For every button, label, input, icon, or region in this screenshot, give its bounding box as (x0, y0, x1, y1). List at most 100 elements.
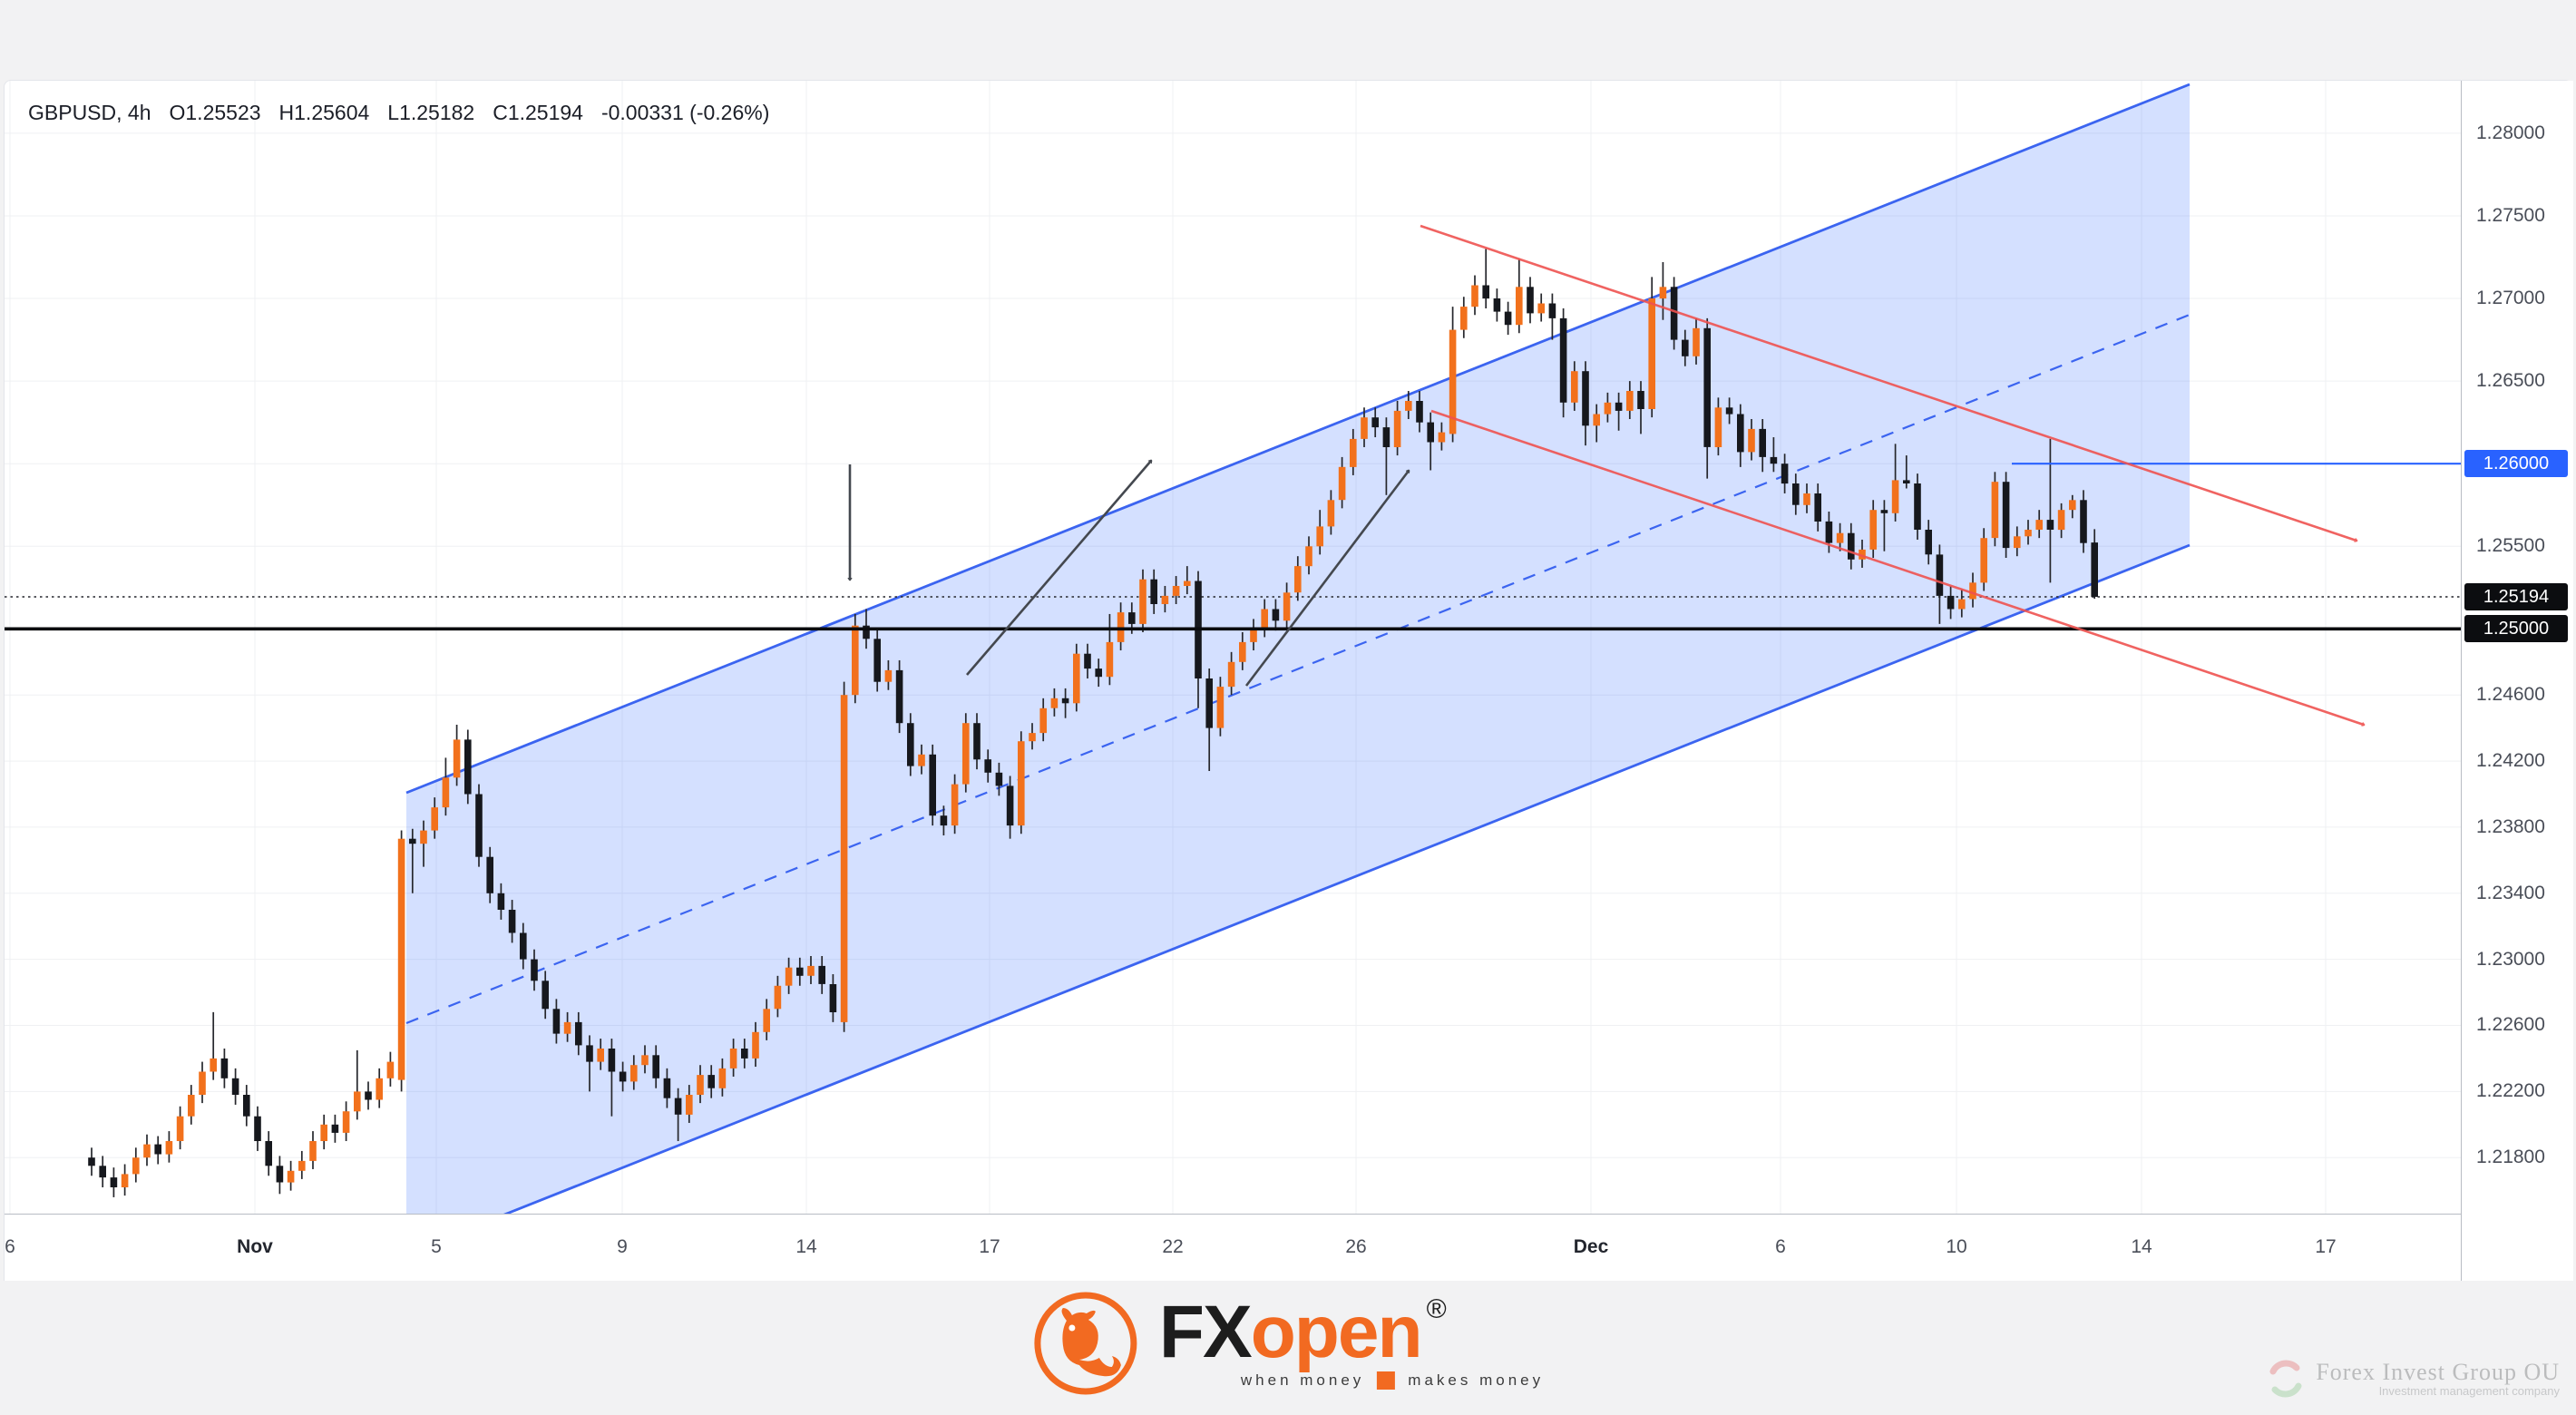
symbol-legend[interactable]: GBPUSD, 4h O1.25523 H1.25604 L1.25182 C1… (28, 101, 769, 125)
price-badge-1.26000: 1.26000 (2464, 450, 2568, 478)
candle (796, 967, 804, 976)
candle (1748, 428, 1755, 453)
candle (1482, 285, 1489, 299)
candle (1239, 641, 1246, 662)
candle (1438, 432, 1446, 443)
fxopen-logo: FXopen ® when money makes money (1032, 1290, 1544, 1397)
candle (1770, 456, 1778, 464)
chart-card: GBPUSD, 4h O1.25523 H1.25604 L1.25182 C1… (4, 80, 2573, 1282)
candle (1184, 581, 1191, 586)
candle (1648, 298, 1655, 409)
candle (718, 1068, 727, 1088)
ohlc-open: O1.25523 (169, 101, 261, 124)
candle (165, 1141, 173, 1155)
symbol-title[interactable]: GBPUSD, 4h (28, 101, 151, 124)
candle (1548, 303, 1556, 318)
candle (940, 815, 948, 826)
candle (475, 794, 483, 857)
forex-invest-watermark: Forex Invest Group OU Investment managem… (2267, 1359, 2560, 1398)
candle (884, 669, 893, 682)
time-axis-label: 14 (795, 1236, 817, 1257)
candle (121, 1174, 129, 1187)
candle (1106, 641, 1114, 678)
ascending-channel-drawing[interactable] (405, 83, 2191, 1214)
candle (1714, 407, 1722, 447)
price-axis-label: 1.25500 (2476, 535, 2545, 557)
candle (1903, 480, 1910, 483)
candle (220, 1058, 229, 1078)
candle (2069, 500, 2076, 511)
candle (951, 784, 959, 826)
candle (542, 981, 549, 1010)
trend-annotation-arrows[interactable] (850, 461, 1409, 687)
candle (2025, 530, 2032, 537)
chart-plot-area[interactable] (5, 81, 2461, 1214)
time-axis-label: 10 (1946, 1236, 1967, 1257)
candle (1880, 510, 1888, 513)
candle (442, 777, 450, 808)
candle (1371, 417, 1379, 428)
candle (895, 669, 903, 724)
price-axis-label: 1.28000 (2476, 122, 2545, 143)
candle (652, 1055, 659, 1078)
registered-mark: ® (1426, 1294, 1447, 1325)
candle (641, 1055, 649, 1066)
candle (1261, 609, 1268, 629)
candle (1626, 391, 1634, 411)
candle (1947, 595, 1955, 610)
candle (2057, 510, 2065, 531)
price-axis-label: 1.21800 (2476, 1147, 2545, 1168)
candle (1693, 327, 1700, 356)
candle (342, 1111, 350, 1133)
candle (2014, 536, 2021, 549)
candle (575, 1021, 582, 1046)
candle (2035, 520, 2043, 530)
candle (1637, 391, 1644, 409)
candle (1825, 521, 1833, 543)
candle (143, 1144, 151, 1158)
candle (1659, 287, 1667, 299)
price-axis-label: 1.23800 (2476, 815, 2545, 837)
candle (1725, 407, 1733, 415)
candle (563, 1021, 571, 1034)
time-axis-label: 22 (1162, 1236, 1184, 1257)
candle (1493, 298, 1501, 312)
candle (1925, 530, 1932, 555)
candle (210, 1058, 217, 1072)
time-axis[interactable]: 6 Nov 5 9 14 17 22 26 Dec 6 10 14 17 (5, 1214, 2461, 1282)
price-axis-label: 1.22200 (2476, 1080, 2545, 1102)
price-axis[interactable]: 1.28000 1.27500 1.27000 1.26500 1.26000 1.255… (2461, 81, 2573, 1282)
candle (1527, 287, 1534, 314)
candlestick-chart[interactable] (5, 81, 2461, 1214)
candle (1991, 482, 1999, 539)
tagline-right: makes money (1408, 1371, 1545, 1389)
candle (1161, 595, 1169, 604)
candle (1670, 287, 1678, 340)
candle (1338, 466, 1346, 501)
candle (397, 838, 405, 1080)
candle (1869, 510, 1877, 550)
candle (1759, 428, 1766, 457)
candle (110, 1177, 118, 1187)
ohlc-close: C1.25194 (493, 101, 583, 124)
candle (873, 639, 881, 682)
candle (1117, 612, 1125, 642)
candle (619, 1071, 627, 1082)
candle (1559, 317, 1567, 403)
watermark-subtitle: Investment management company (2378, 1384, 2560, 1398)
candle (929, 754, 936, 816)
candle (1969, 582, 1976, 600)
descending-channel-arrows[interactable] (1420, 224, 2364, 725)
candle (486, 856, 493, 893)
price-axis-label: 1.24200 (2476, 750, 2545, 772)
candle (1836, 532, 1844, 543)
candle (1405, 401, 1412, 411)
candle (1039, 708, 1047, 734)
candle (1593, 414, 1600, 426)
candle (1604, 402, 1612, 415)
ohlc-high: H1.25604 (278, 101, 370, 124)
candle (199, 1071, 206, 1095)
candle (1150, 579, 1157, 604)
candle (420, 830, 427, 844)
candle (1305, 546, 1312, 567)
